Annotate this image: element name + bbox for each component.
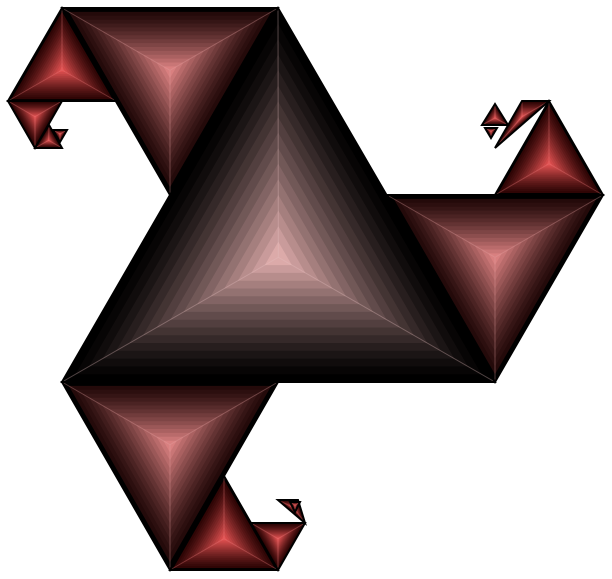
tile-outline (33, 123, 64, 149)
shade-band (506, 107, 538, 135)
curl2-triangle-top (33, 123, 64, 149)
shade-band (494, 117, 496, 119)
facet-ridge (7, 100, 36, 118)
tile-outline (51, 129, 69, 144)
facet-ridge (386, 194, 496, 258)
facet-ridge (48, 139, 63, 149)
facet-ridge (7, 69, 63, 102)
facet-ridge (34, 100, 63, 118)
shade-band (264, 241, 292, 266)
curl3-triangle-right (483, 127, 499, 140)
tip-triangle-right (493, 98, 605, 196)
facet-ridge (169, 7, 279, 71)
shade-band (510, 109, 534, 131)
facet-ridge (34, 139, 49, 149)
tile-outline (249, 522, 307, 573)
facet-ridge (169, 538, 225, 571)
shade-band (163, 440, 177, 453)
tip-triangle-bottom (168, 473, 280, 571)
facet-ridge (277, 522, 306, 540)
shade-band (47, 139, 50, 141)
shade-band (220, 534, 228, 541)
facet-ridge (494, 194, 604, 258)
shade-band (505, 106, 539, 137)
shade-band (294, 505, 296, 506)
facet-ridge (494, 117, 509, 126)
facet-ridge (169, 381, 279, 446)
tile-outline (275, 499, 307, 526)
facet-ridge (548, 163, 604, 196)
shade-band (58, 66, 66, 72)
curl-triangle-top (6, 100, 64, 151)
shade-band (59, 133, 61, 135)
facet-ridge (494, 163, 550, 196)
tip-triangle-top (6, 6, 118, 102)
arm-triangle-right (385, 194, 605, 384)
facet-ridge (61, 69, 117, 102)
tile-outline (480, 102, 510, 126)
shade-band (276, 537, 280, 541)
shade-band (513, 111, 531, 127)
facet-ridge (223, 538, 279, 571)
arm-triangle-top (60, 7, 280, 197)
shade-band (501, 104, 543, 141)
shade-band (490, 131, 492, 132)
facet-ridge (481, 117, 496, 126)
tile-outline (493, 98, 605, 196)
shade-band (508, 108, 536, 133)
shade-band (163, 66, 177, 79)
facet-ridge (61, 256, 279, 383)
tile-outline (483, 127, 499, 140)
shade-band (545, 159, 553, 166)
facet-ridge (278, 256, 496, 383)
shade-band (516, 113, 528, 123)
facet-ridge (61, 7, 171, 71)
curl2-triangle-right (480, 102, 510, 126)
shade-band (518, 114, 526, 121)
curl-triangle-bottom (249, 522, 307, 573)
shade-band (500, 103, 544, 143)
tile-outline (288, 501, 302, 515)
curl3-triangle-top (51, 129, 69, 144)
arm-triangle-bottom (60, 381, 280, 573)
shade-band (520, 115, 524, 119)
facet-ridge (250, 522, 279, 540)
curl3-triangle-bottom (288, 501, 302, 515)
shade-band (515, 112, 529, 125)
shade-band (488, 253, 502, 266)
facet-ridge (61, 381, 171, 446)
triangle-tiles (6, 6, 605, 573)
shade-band (33, 115, 37, 119)
